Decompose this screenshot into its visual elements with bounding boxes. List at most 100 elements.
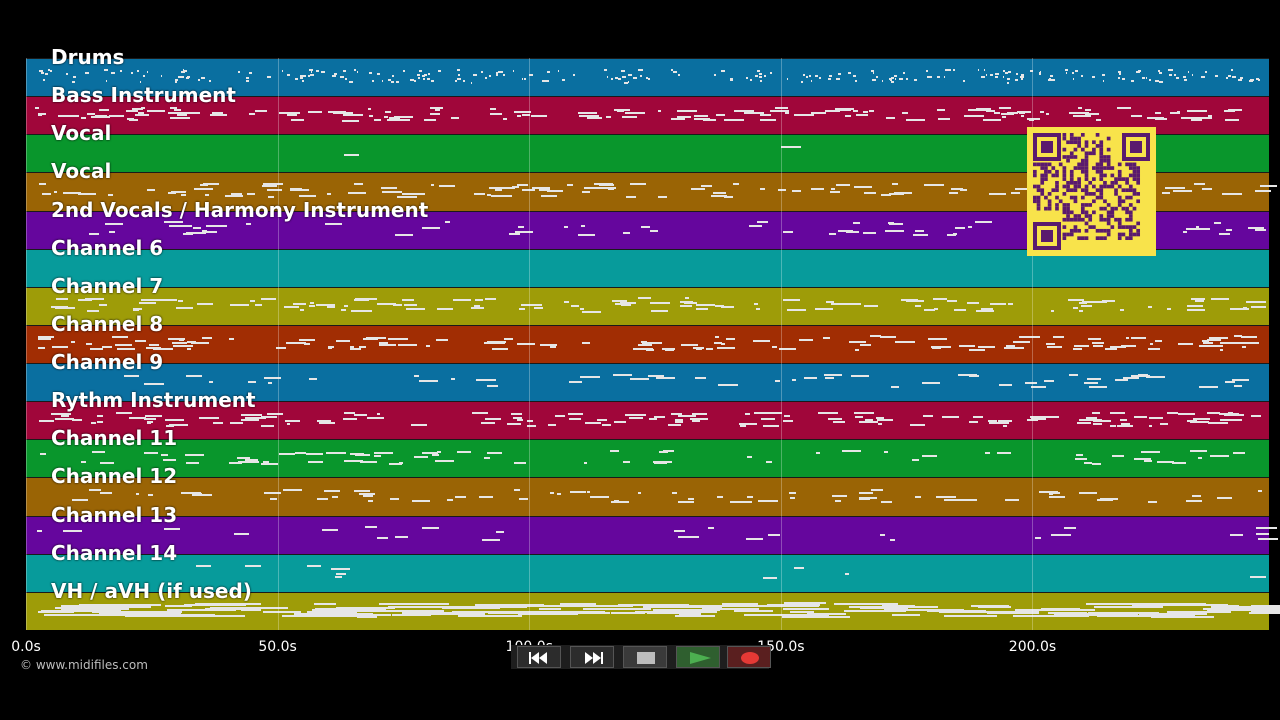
midi-note <box>208 381 214 384</box>
track-label: Vocal <box>51 159 112 184</box>
midi-note <box>905 609 965 612</box>
midi-note <box>514 461 526 464</box>
midi-note <box>418 380 438 383</box>
midi-note <box>515 230 534 233</box>
midi-note <box>567 413 583 416</box>
midi-note <box>89 489 101 492</box>
midi-note <box>1006 78 1011 81</box>
midi-note <box>146 347 161 350</box>
midi-note <box>91 611 149 614</box>
fast-forward-button[interactable] <box>570 646 614 668</box>
midi-note <box>668 423 681 426</box>
qr-module <box>1047 206 1052 211</box>
midi-note <box>47 68 51 71</box>
midi-note <box>481 421 495 424</box>
midi-note <box>759 79 762 82</box>
midi-note <box>837 72 841 75</box>
midi-note <box>485 77 488 80</box>
qr-module <box>1062 166 1067 170</box>
midi-note <box>378 342 388 345</box>
qr-module <box>1073 214 1078 218</box>
record-button[interactable] <box>727 646 771 668</box>
transport-controls <box>511 645 771 669</box>
midi-note <box>358 346 367 349</box>
midi-note <box>397 343 417 346</box>
midi-note <box>1206 608 1253 611</box>
midi-note <box>134 113 141 116</box>
qr-module <box>1069 177 1074 181</box>
time-gridline <box>26 58 27 630</box>
midi-note <box>923 184 945 187</box>
midi-note <box>606 115 612 118</box>
midi-note <box>175 307 194 310</box>
midi-note <box>210 606 252 609</box>
midi-note <box>144 451 158 454</box>
midi-note <box>650 310 668 313</box>
midi-note <box>512 69 515 72</box>
midi-note <box>563 300 569 303</box>
midi-note <box>359 460 378 463</box>
qr-module <box>1110 180 1115 185</box>
midi-note <box>570 490 586 493</box>
play-button[interactable] <box>676 646 720 668</box>
qr-module <box>1136 221 1141 226</box>
midi-note <box>729 79 734 82</box>
midi-note <box>1202 187 1213 190</box>
lane-divider <box>26 96 1269 98</box>
midi-note <box>229 462 243 465</box>
midi-note <box>205 194 210 197</box>
stop-button[interactable] <box>623 646 667 668</box>
midi-note <box>438 184 456 187</box>
midi-note <box>944 615 998 618</box>
midi-note <box>871 70 874 73</box>
midi-note <box>1186 309 1205 312</box>
midi-note <box>886 116 895 119</box>
qr-module <box>1106 214 1111 218</box>
midi-note <box>975 108 991 111</box>
midi-note <box>50 305 68 308</box>
midi-note <box>583 462 587 465</box>
midi-note <box>1227 342 1245 345</box>
midi-note <box>309 377 318 380</box>
qr-module <box>1117 236 1122 241</box>
midi-note <box>1213 337 1228 340</box>
midi-note <box>1198 344 1216 347</box>
midi-note <box>86 603 156 606</box>
midi-note <box>1208 114 1213 117</box>
rewind-button[interactable] <box>517 646 561 668</box>
midi-note <box>174 80 177 83</box>
qr-module <box>1117 162 1122 167</box>
midi-note <box>345 78 347 81</box>
midi-note <box>1087 611 1138 614</box>
midi-note <box>1038 72 1042 75</box>
midi-note <box>146 70 149 73</box>
midi-note <box>241 419 259 422</box>
midi-note <box>1030 69 1034 72</box>
midi-note <box>983 68 986 71</box>
midi-note <box>533 605 584 608</box>
midi-note <box>549 346 557 349</box>
qr-module <box>1136 173 1141 178</box>
midi-note <box>308 74 311 77</box>
midi-note <box>931 346 941 349</box>
midi-note <box>487 194 492 197</box>
midi-note <box>778 189 786 192</box>
midi-note <box>692 419 700 422</box>
midi-note <box>108 231 116 234</box>
midi-note <box>810 112 826 115</box>
midi-note <box>1154 117 1167 120</box>
midi-note <box>900 298 918 301</box>
midi-note <box>521 304 543 307</box>
midi-note <box>746 456 752 459</box>
midi-note <box>768 534 780 537</box>
midi-note <box>1051 491 1061 494</box>
qr-module <box>1058 162 1063 167</box>
midi-note <box>678 501 694 504</box>
time-gridline <box>529 58 531 630</box>
midi-note <box>652 460 673 463</box>
midi-note <box>1158 69 1161 72</box>
midi-note <box>470 307 484 310</box>
midi-note <box>623 460 630 463</box>
midi-note <box>356 70 359 73</box>
qr-module <box>1080 188 1085 193</box>
